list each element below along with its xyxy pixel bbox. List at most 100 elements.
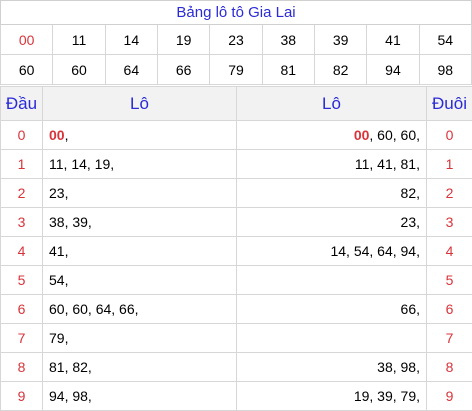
duoi-cell: 0 <box>426 120 472 150</box>
table-row: 6 60, 60, 64, 66, 66, 6 <box>0 294 472 324</box>
lo-right-cell: 66, <box>236 294 427 324</box>
header-duoi: Đuôi <box>426 86 472 121</box>
lo-left-cell: 94, 98, <box>42 381 237 411</box>
number-cell: 81 <box>262 55 315 85</box>
number-cell: 41 <box>367 25 420 55</box>
lo-left-cell: 81, 82, <box>42 352 237 382</box>
dau-cell: 0 <box>0 120 43 150</box>
lo-numbers: 19, 39, 79, <box>353 388 420 404</box>
table-row: 2 23, 82, 2 <box>0 178 472 208</box>
lo-right-cell: 19, 39, 79, <box>236 381 427 411</box>
duoi-cell: 7 <box>426 323 472 353</box>
lo-numbers: 94, 98, <box>49 388 92 404</box>
lo-right-cell <box>236 265 427 295</box>
lo-numbers: 81, 82, <box>49 359 92 375</box>
lo-right-cell: 23, <box>236 207 427 237</box>
dau-cell: 1 <box>0 149 43 179</box>
dau-cell: 9 <box>0 381 43 411</box>
number-cell: 38 <box>262 25 315 55</box>
number-cell: 54 <box>419 25 472 55</box>
dau-cell: 3 <box>0 207 43 237</box>
table-body: 0 00, 00, 60, 60, 0 1 11, 14, 19, 11, 41, 81, 1… <box>0 120 472 411</box>
duoi-cell: 1 <box>426 149 472 179</box>
lo-numbers: 11, 14, 19, <box>49 156 115 172</box>
lo-numbers: 23, <box>49 185 69 201</box>
header-lo-left: Lô <box>42 86 237 121</box>
board-title: Bảng lô tô Gia Lai <box>0 0 472 25</box>
dau-cell: 6 <box>0 294 43 324</box>
number-cell: 60 <box>0 55 54 85</box>
lo-numbers: 11, 41, 81, <box>354 156 420 172</box>
lo-right-cell: 11, 41, 81, <box>236 149 427 179</box>
lo-left-cell: 23, <box>42 178 237 208</box>
lo-numbers: 41, <box>49 243 69 259</box>
lo-numbers: 82, <box>400 185 420 201</box>
lo-left-cell: 38, 39, <box>42 207 237 237</box>
table-header-row: Đầu Lô Lô Đuôi <box>0 86 472 121</box>
highlight-number: 00 <box>49 127 65 143</box>
lo-table: Đầu Lô Lô Đuôi 0 00, 00, 60, 60, 0 1 11, 14, … <box>0 86 472 411</box>
lo-numbers: 54, <box>49 272 69 288</box>
table-row: 8 81, 82, 38, 98, 8 <box>0 352 472 382</box>
number-cell: 14 <box>105 25 158 55</box>
duoi-cell: 3 <box>426 207 472 237</box>
lo-right-cell: 38, 98, <box>236 352 427 382</box>
lo-numbers: , <box>64 127 69 143</box>
number-cell: 94 <box>367 55 420 85</box>
number-cell: 66 <box>157 55 211 85</box>
number-cell: 23 <box>210 25 263 55</box>
table-row: 0 00, 00, 60, 60, 0 <box>0 120 472 150</box>
number-cell: 39 <box>314 25 368 55</box>
table-row: 9 94, 98, 19, 39, 79, 9 <box>0 381 472 411</box>
lo-numbers: 23, <box>400 214 420 230</box>
lo-right-cell: 14, 54, 64, 94, <box>236 236 427 266</box>
number-cell: 11 <box>53 25 106 55</box>
lo-numbers: 14, 54, 64, 94, <box>330 243 420 259</box>
number-cell: 64 <box>105 55 158 85</box>
duoi-cell: 6 <box>426 294 472 324</box>
table-row: 5 54, 5 <box>0 265 472 295</box>
table-row: 7 79, 7 <box>0 323 472 353</box>
lo-right-cell: 00, 60, 60, <box>236 120 427 150</box>
lo-right-cell <box>236 323 427 353</box>
dau-cell: 4 <box>0 236 43 266</box>
numbers-grid: 00 11 14 19 23 38 39 41 54 60 60 64 66 7… <box>0 25 472 85</box>
lo-numbers: 60, 60, 64, 66, <box>49 301 139 317</box>
lo-left-cell: 60, 60, 64, 66, <box>42 294 237 324</box>
numbers-row-2: 60 60 64 66 79 81 82 94 98 <box>0 55 472 85</box>
number-cell: 79 <box>210 55 263 85</box>
dau-cell: 2 <box>0 178 43 208</box>
lo-numbers: 38, 39, <box>49 214 92 230</box>
lo-left-cell: 11, 14, 19, <box>42 149 237 179</box>
number-cell: 82 <box>314 55 368 85</box>
dau-cell: 8 <box>0 352 43 382</box>
lo-left-cell: 41, <box>42 236 237 266</box>
number-cell: 98 <box>419 55 472 85</box>
lo-numbers: 66, <box>400 301 420 317</box>
table-row: 3 38, 39, 23, 3 <box>0 207 472 237</box>
number-cell: 00 <box>0 25 54 55</box>
header-dau: Đầu <box>0 86 43 121</box>
table-row: 4 41, 14, 54, 64, 94, 4 <box>0 236 472 266</box>
duoi-cell: 5 <box>426 265 472 295</box>
duoi-cell: 9 <box>426 381 472 411</box>
lo-left-cell: 00, <box>42 120 237 150</box>
duoi-cell: 8 <box>426 352 472 382</box>
number-cell: 60 <box>53 55 106 85</box>
lo-numbers: 79, <box>49 330 69 346</box>
numbers-row-1: 00 11 14 19 23 38 39 41 54 <box>0 25 472 55</box>
dau-cell: 5 <box>0 265 43 295</box>
lo-numbers: , 60, 60, <box>369 127 420 143</box>
duoi-cell: 2 <box>426 178 472 208</box>
lo-numbers: 38, 98, <box>377 359 420 375</box>
highlight-number: 00 <box>353 127 370 143</box>
duoi-cell: 4 <box>426 236 472 266</box>
lo-left-cell: 54, <box>42 265 237 295</box>
number-cell: 19 <box>157 25 211 55</box>
header-lo-right: Lô <box>236 86 427 121</box>
table-row: 1 11, 14, 19, 11, 41, 81, 1 <box>0 149 472 179</box>
dau-cell: 7 <box>0 323 43 353</box>
lo-left-cell: 79, <box>42 323 237 353</box>
lo-right-cell: 82, <box>236 178 427 208</box>
